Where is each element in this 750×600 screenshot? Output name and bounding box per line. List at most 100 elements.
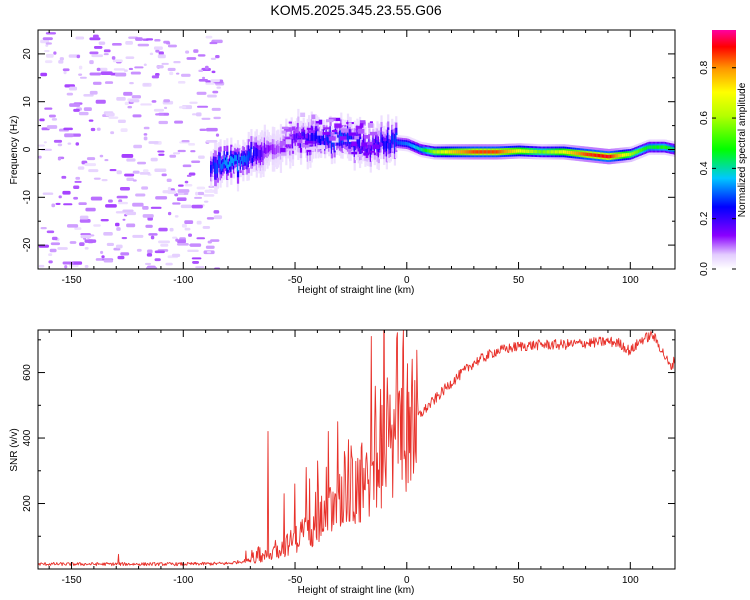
noise-cell [48, 253, 53, 257]
colorbar-label: Normalized spectral amplitude [737, 82, 748, 217]
noise-cell [189, 101, 198, 104]
noise-cell [161, 173, 167, 177]
signal-cell [486, 150, 489, 154]
noise-cell [116, 96, 126, 101]
signal-cell [561, 150, 564, 154]
noise-cell [143, 136, 148, 141]
signal-cell [534, 149, 537, 154]
noise-cell [104, 81, 114, 84]
noise-cell [38, 144, 45, 147]
signal-cell [312, 131, 315, 142]
signal-scatter-cell [316, 131, 324, 136]
noise-cell [79, 76, 87, 79]
signal-cell [494, 150, 497, 154]
signal-cell [219, 158, 222, 169]
x-tick-label: 50 [513, 275, 525, 286]
signal-scatter-cell [348, 122, 352, 128]
signal-cell [320, 139, 323, 146]
noise-cell [180, 204, 192, 209]
signal-cell [466, 150, 469, 154]
signal-cell [562, 150, 565, 154]
signal-cell [476, 150, 480, 154]
figure-title: KOM5.2025.345.23.55.G06 [270, 2, 441, 18]
signal-cell [384, 141, 387, 149]
signal-cell [438, 150, 441, 154]
y-tick-label: 400 [22, 429, 33, 446]
noise-cell [148, 233, 158, 236]
signal-cell [523, 149, 527, 153]
signal-scatter-cell [284, 127, 292, 132]
signal-cell [656, 145, 659, 149]
signal-cell [399, 141, 402, 145]
signal-cell [548, 150, 551, 154]
signal-cell [668, 146, 671, 150]
noise-cell [154, 168, 167, 173]
noise-cell [39, 118, 45, 122]
noise-cell [49, 248, 57, 253]
noise-cell [158, 227, 168, 232]
signal-scatter-cell [372, 144, 380, 150]
noise-cell [96, 127, 101, 131]
noise-cell [51, 203, 56, 208]
noise-cell [44, 49, 50, 53]
signal-cell [246, 155, 249, 165]
noise-cell [181, 139, 190, 143]
noise-cell [87, 239, 94, 244]
noise-cell [116, 195, 128, 199]
signal-scatter-cell [291, 126, 296, 131]
signal-cell [387, 132, 390, 144]
noise-cell [99, 67, 108, 72]
signal-cell [489, 150, 492, 154]
noise-cell [50, 242, 61, 246]
signal-cell [442, 150, 445, 154]
noise-cell [212, 90, 219, 94]
noise-cell [149, 52, 154, 56]
noise-cell [53, 51, 57, 55]
signal-cell [267, 145, 270, 153]
noise-cell [184, 220, 194, 224]
signal-cell [549, 150, 552, 154]
noise-cell [154, 258, 161, 262]
noise-cell [167, 211, 172, 216]
signal-cell [294, 134, 297, 142]
signal-cell [456, 150, 460, 154]
signal-cell [590, 153, 594, 157]
signal-cell [303, 132, 307, 139]
noise-cell [169, 154, 177, 158]
noise-cell [84, 247, 89, 250]
noise-cell [57, 157, 62, 161]
signal-cell [324, 141, 327, 148]
noise-cell [75, 36, 85, 40]
noise-cell [62, 68, 70, 72]
signal-cell [385, 140, 388, 152]
noise-cell [204, 65, 209, 70]
signal-cell [224, 160, 228, 166]
noise-cell [84, 163, 97, 167]
noise-cell [74, 227, 82, 230]
noise-cell [127, 105, 133, 109]
noise-cell [46, 53, 54, 58]
signal-cell [659, 145, 662, 149]
noise-cell [156, 65, 164, 69]
signal-cell [569, 150, 572, 155]
signal-cell [517, 149, 520, 153]
signal-cell [671, 147, 674, 151]
noise-cell [172, 202, 181, 205]
signal-cell [428, 149, 431, 153]
noise-cell [147, 216, 153, 221]
noise-cell [197, 155, 205, 159]
signal-cell [333, 138, 336, 148]
noise-cell [92, 34, 99, 39]
noise-cell [134, 66, 144, 69]
noise-cell [205, 35, 213, 39]
noise-cell [167, 186, 171, 191]
noise-cell [177, 149, 186, 153]
colorbar-tick-label: 0.2 [699, 211, 710, 225]
noise-cell [95, 99, 106, 104]
signal-cell [328, 137, 331, 145]
noise-cell [123, 69, 128, 72]
signal-cell [400, 141, 403, 145]
signal-cell [521, 149, 524, 153]
noise-cell [163, 99, 171, 103]
signal-cell [448, 150, 452, 154]
